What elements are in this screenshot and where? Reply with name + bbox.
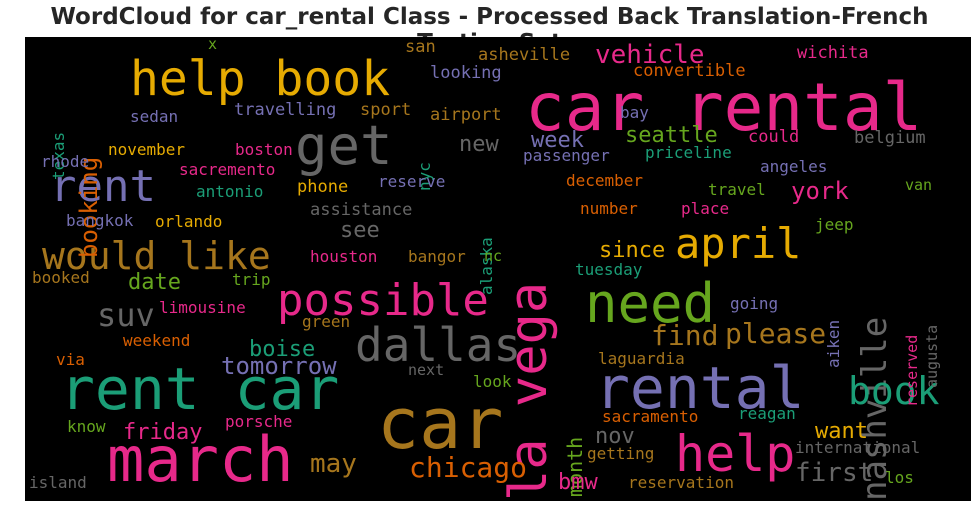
word-bangkok: bangkok <box>66 211 134 230</box>
word-new: new <box>459 132 499 157</box>
word-want: want <box>815 419 868 444</box>
word-asheville: asheville <box>478 45 571 65</box>
word-via: via <box>56 350 85 369</box>
word-booked: booked <box>32 268 90 287</box>
word-place: place <box>681 199 730 218</box>
word-book: book <box>848 369 940 413</box>
word-rent-car: rent car <box>60 355 340 423</box>
word-going: going <box>730 294 779 313</box>
word-x: x <box>208 37 218 53</box>
word-bay: bay <box>620 103 649 122</box>
word-booking: booking <box>75 156 103 258</box>
word-assistance: assistance <box>310 200 413 220</box>
word-april: april <box>675 219 802 268</box>
word-cloud-canvas: car rental rent car car march rental help boo… <box>25 37 971 501</box>
word-convertible: convertible <box>633 61 746 81</box>
word-rhode: rhode <box>41 152 90 171</box>
word-next: next <box>408 361 445 379</box>
word-suv: suv <box>97 296 155 334</box>
word-sacremento: sacremento <box>179 160 276 179</box>
word-reserve: reserve <box>378 172 446 191</box>
word-first: first <box>795 458 874 488</box>
word-porsche: porsche <box>225 412 293 431</box>
word-airport: airport <box>430 105 502 125</box>
word-looking: looking <box>430 63 502 83</box>
word-dallas: dallas <box>355 318 522 372</box>
word-sedan: sedan <box>130 107 179 126</box>
word-van: van <box>905 176 933 194</box>
word-aiken: aiken <box>824 319 843 368</box>
word-help-book: help book <box>130 51 391 107</box>
word-los: los <box>885 468 914 487</box>
word-boston: boston <box>235 140 293 159</box>
word-passenger: passenger <box>523 146 610 165</box>
word-angeles: angeles <box>760 157 828 176</box>
word-need: need <box>585 272 716 335</box>
word-sport: sport <box>360 100 412 120</box>
word-limousine: limousine <box>159 298 246 317</box>
word-alaska: alaska <box>477 237 496 295</box>
word-march: march <box>107 423 294 496</box>
word-antonio: antonio <box>196 182 264 201</box>
word-boise: boise <box>249 337 316 362</box>
word-priceline: priceline <box>645 143 732 162</box>
word-nc: nc <box>484 247 503 265</box>
word-san: san <box>405 37 436 57</box>
word-seattle: seattle <box>625 123 718 148</box>
word-houston: houston <box>310 247 378 266</box>
word-orlando: orlando <box>155 212 223 231</box>
word-november: november <box>108 140 186 159</box>
word-travel: travel <box>708 180 766 199</box>
word-car-rental: car rental <box>525 69 923 146</box>
word-would-like: would like <box>42 234 271 278</box>
word-see: see <box>340 218 380 243</box>
word-bangor: bangor <box>408 247 466 266</box>
word-reservation: reservation <box>628 473 734 492</box>
word-international: international <box>795 438 921 457</box>
word-island: island <box>29 473 87 492</box>
word-vehicle: vehicle <box>595 40 705 70</box>
word-date: date <box>128 270 181 295</box>
word-please: please <box>725 317 827 350</box>
word-bmw: bmw <box>558 470 598 495</box>
word-chicago: chicago <box>409 451 528 484</box>
word-week: week <box>531 128 584 153</box>
word-sacramento: sacramento <box>602 407 699 426</box>
word-york: york <box>791 177 849 205</box>
word-rent: rent <box>50 161 156 212</box>
word-tuesday: tuesday <box>575 260 643 279</box>
word-tomorrow: tomorrow <box>221 352 337 380</box>
word-green: green <box>302 312 351 331</box>
word-know: know <box>67 417 106 436</box>
word-belgium: belgium <box>854 128 926 148</box>
word-phone: phone <box>297 177 349 197</box>
word-number: number <box>580 199 638 218</box>
word-nov: nov <box>595 424 635 449</box>
word-help: help <box>675 425 796 483</box>
word-get: get <box>295 114 393 177</box>
word-possible: possible <box>277 275 489 326</box>
word-reagan: reagan <box>738 404 796 423</box>
word-travelling: travelling <box>234 100 337 120</box>
word-car: car <box>377 383 504 465</box>
word-rental: rental <box>595 354 805 422</box>
word-look: look <box>473 372 512 391</box>
word-laguardia: laguardia <box>598 349 685 368</box>
word-could: could <box>748 127 800 147</box>
word-december: december <box>566 171 644 190</box>
word-jeep: jeep <box>815 215 854 234</box>
word-weekend: weekend <box>123 331 191 350</box>
word-getting: getting <box>587 444 655 463</box>
word-find: find <box>651 319 719 352</box>
word-may: may <box>310 449 357 479</box>
word-friday: friday <box>123 420 203 445</box>
word-wichita: wichita <box>797 43 869 63</box>
word-trip: trip <box>232 270 271 289</box>
word-augusta: augusta <box>923 324 941 388</box>
word-since: since <box>599 238 666 263</box>
word-reserved: reserved <box>903 334 921 407</box>
